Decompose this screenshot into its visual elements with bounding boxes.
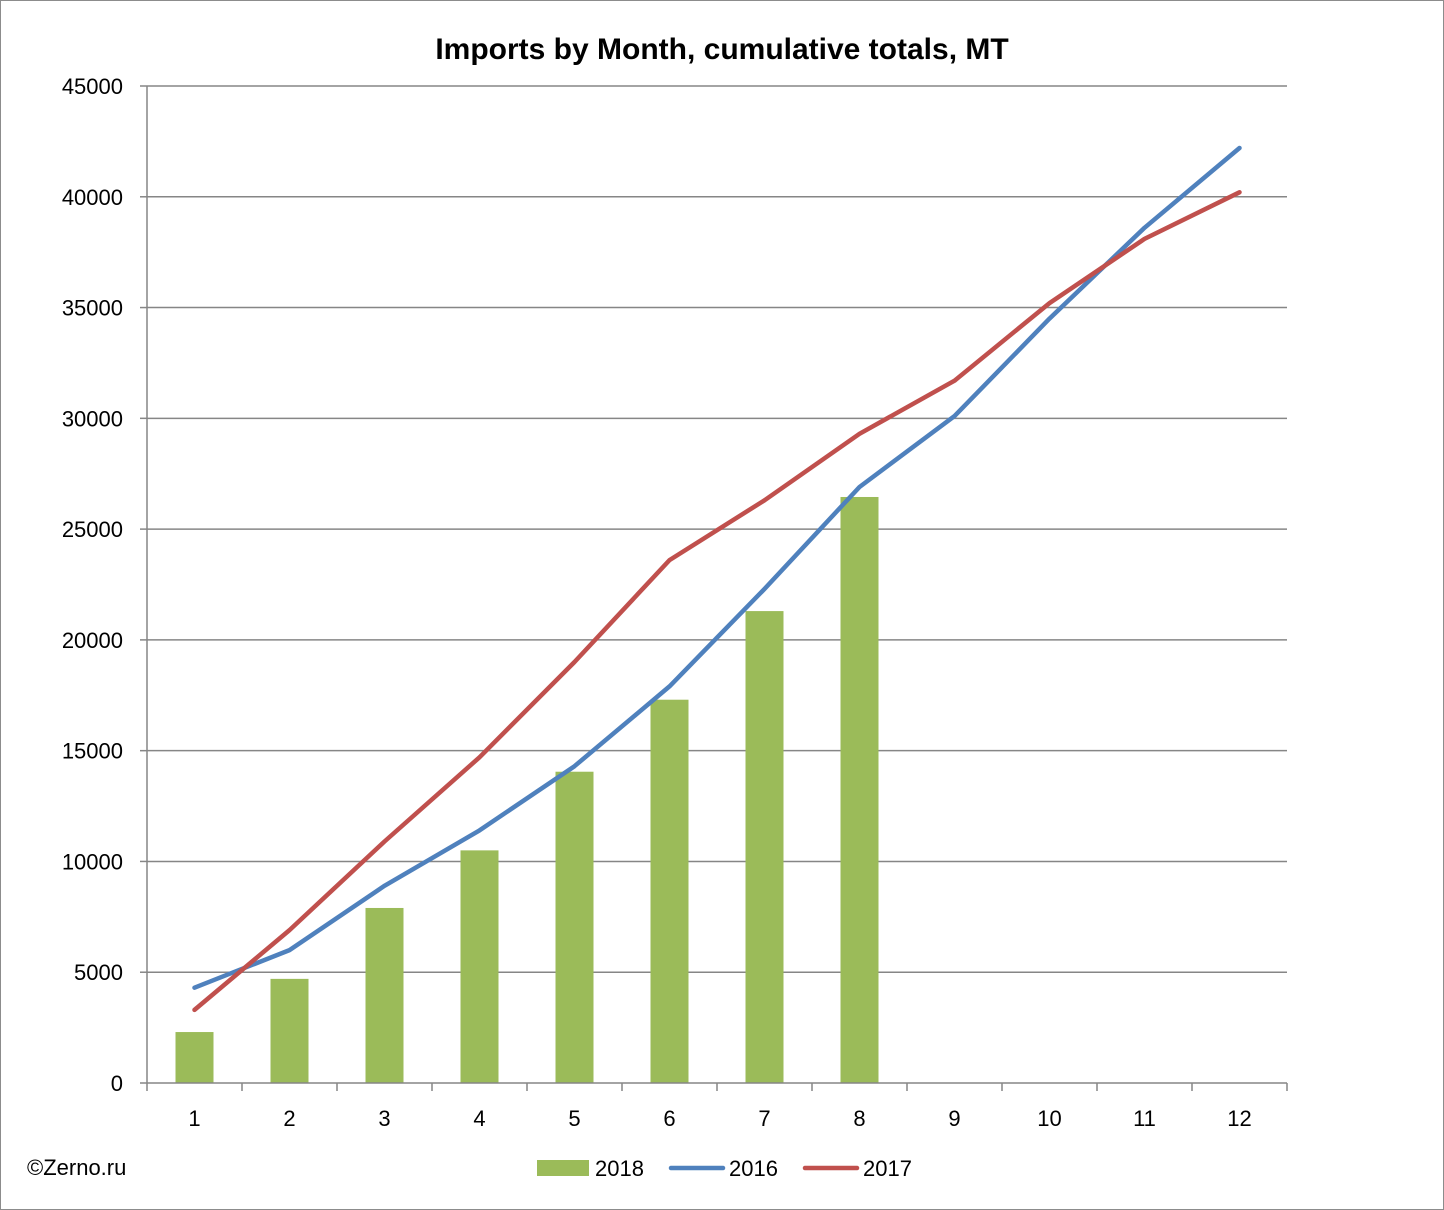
y-tick-label: 15000 — [62, 739, 123, 764]
x-tick-label: 2 — [283, 1106, 295, 1131]
y-tick-label: 20000 — [62, 628, 123, 653]
gridlines — [140, 85, 1287, 1084]
bar-2018-6 — [650, 699, 689, 1083]
y-tick-label: 5000 — [74, 960, 123, 985]
y-tick-label: 35000 — [62, 296, 123, 321]
legend-label: 2017 — [863, 1156, 912, 1181]
y-tick-label: 0 — [111, 1071, 123, 1096]
line-series — [192, 145, 1242, 1013]
x-tick-label: 10 — [1037, 1106, 1061, 1131]
legend-swatch-2018 — [537, 1160, 589, 1176]
y-axis-tick-labels: 0 5000 10000 15000 20000 25000 30000 35000 40000… — [62, 74, 123, 1096]
legend: 2018 2016 2017 — [537, 1156, 912, 1181]
legend-item-2017: 2017 — [802, 1156, 912, 1181]
legend-item-2016: 2016 — [668, 1156, 778, 1181]
chart-title: Imports by Month, cumulative totals, MT — [435, 33, 1008, 66]
y-tick-label: 40000 — [62, 185, 123, 210]
line-series-2017 — [192, 190, 1242, 1013]
bar-2018-3 — [365, 907, 404, 1083]
legend-item-2018: 2018 — [537, 1156, 644, 1181]
x-tick-label: 11 — [1133, 1106, 1156, 1131]
x-tick-label: 5 — [568, 1106, 580, 1131]
x-tick-label: 8 — [853, 1106, 865, 1131]
x-tick-label: 7 — [758, 1106, 770, 1131]
line-series-2016 — [192, 145, 1242, 990]
bar-2018-2 — [270, 978, 309, 1083]
x-tick-label: 3 — [378, 1106, 390, 1131]
bar-series — [175, 496, 879, 1083]
bar-2018-8 — [840, 496, 879, 1083]
y-tick-label: 45000 — [62, 74, 123, 99]
x-tick-label: 6 — [663, 1106, 675, 1131]
bar-2018-5 — [555, 771, 594, 1083]
y-tick-label: 10000 — [62, 849, 123, 874]
x-tick-label: 4 — [473, 1106, 485, 1131]
y-tick-label: 25000 — [62, 517, 123, 542]
x-tick-label: 1 — [188, 1106, 200, 1131]
x-axis-tick-labels: 1 2 3 4 5 6 7 8 9 10 11 12 — [188, 1106, 1251, 1131]
x-tick-label: 9 — [948, 1106, 960, 1131]
legend-label: 2016 — [729, 1156, 778, 1181]
bar-2018-1 — [175, 1032, 214, 1083]
axes — [146, 86, 1288, 1091]
legend-label: 2018 — [595, 1156, 644, 1181]
bar-2018-4 — [460, 850, 499, 1083]
copyright-label: ©Zerno.ru — [27, 1155, 126, 1180]
y-tick-label: 30000 — [62, 406, 123, 431]
x-tick-label: 12 — [1227, 1106, 1251, 1131]
bar-2018-7 — [745, 611, 784, 1083]
